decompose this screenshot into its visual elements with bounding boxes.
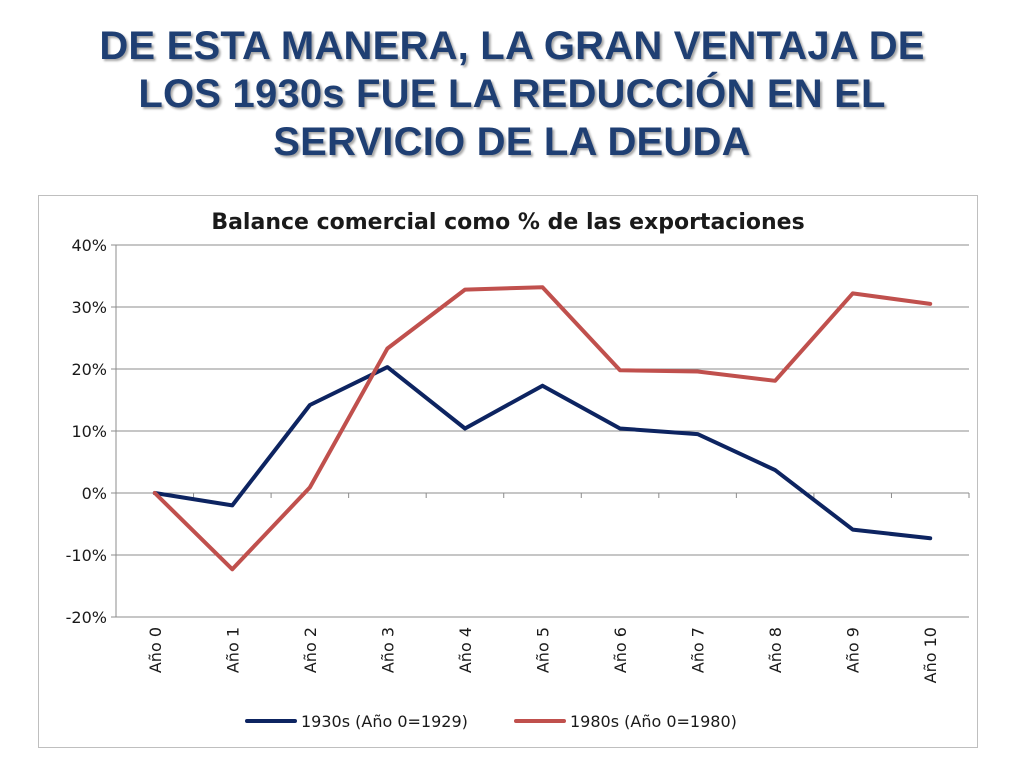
y-tick-label: 0% (82, 484, 107, 503)
chart-frame: Balance comercial como % de las exportac… (38, 195, 978, 748)
data-point-series-1 (230, 503, 234, 507)
data-point-series-2 (618, 368, 622, 372)
data-point-series-2 (696, 369, 700, 373)
slide-title: DE ESTA MANERA, LA GRAN VENTAJA DE LOS 1… (20, 22, 1004, 166)
y-tick-label: -20% (66, 608, 107, 627)
legend-label-series-1: 1930s (Año 0=1929) (301, 712, 468, 731)
x-axis-tick-labels: Año 0 Año 1 Año 2 Año 3 Año 4 Año 5 Año 6 Año 7… (146, 627, 940, 683)
series-line-2 (152, 285, 933, 572)
data-point-series-2 (230, 567, 234, 571)
series-lines (152, 285, 933, 572)
data-point-series-2 (928, 302, 932, 306)
x-tick-label: Año 8 (766, 627, 785, 673)
data-point-series-1 (541, 384, 544, 388)
y-tick-label: 20% (71, 360, 107, 379)
data-point-series-1 (618, 427, 622, 431)
x-tick-label: Año 1 (223, 627, 242, 673)
data-point-series-2 (773, 379, 777, 383)
y-axis-tick-labels: -20% -10% 0% 10% 20% 30% 40% (66, 236, 107, 627)
x-tick-label: Año 9 (844, 627, 863, 673)
data-point-series-1 (308, 403, 312, 407)
data-point-series-2 (463, 288, 467, 292)
series-line-1 (152, 365, 933, 541)
x-tick-label: Año 3 (378, 627, 397, 673)
x-tick-label: Año 6 (611, 627, 630, 673)
data-point-series-2 (153, 491, 157, 495)
slide-title-line-1: DE ESTA MANERA, LA GRAN VENTAJA DE (99, 24, 925, 68)
data-point-series-2 (541, 285, 544, 289)
legend: 1930s (Año 0=1929) 1980s (Año 0=1980) (245, 712, 737, 731)
legend-label-series-2: 1980s (Año 0=1980) (570, 712, 737, 731)
slide-title-line-3: SERVICIO DE LA DEUDA (273, 120, 751, 164)
data-point-series-1 (696, 432, 700, 436)
gridlines (116, 244, 969, 618)
data-point-series-1 (851, 528, 855, 532)
y-tick-label: 40% (71, 236, 107, 255)
x-tick-label: Año 2 (301, 627, 320, 673)
data-point-series-1 (928, 536, 932, 540)
y-tick-label: 30% (71, 298, 107, 317)
axes (111, 244, 970, 618)
x-tick-label: Año 4 (456, 627, 475, 673)
data-point-series-2 (385, 347, 389, 351)
x-tick-label: Año 10 (921, 627, 940, 683)
x-tick-label: Año 0 (146, 627, 165, 673)
line-chart: Balance comercial como % de las exportac… (66, 210, 970, 731)
data-point-series-1 (385, 365, 389, 369)
data-point-series-1 (463, 427, 467, 431)
y-tick-label: 10% (71, 422, 107, 441)
y-tick-label: -10% (66, 546, 107, 565)
chart-title: Balance comercial como % de las exportac… (211, 210, 804, 235)
x-tick-label: Año 5 (534, 627, 553, 673)
data-point-series-1 (773, 468, 777, 472)
data-point-series-2 (851, 291, 855, 295)
x-tick-label: Año 7 (689, 627, 708, 673)
data-point-series-2 (308, 485, 312, 489)
slide-title-line-2: LOS 1930s FUE LA REDUCCIÓN EN EL (138, 72, 886, 116)
